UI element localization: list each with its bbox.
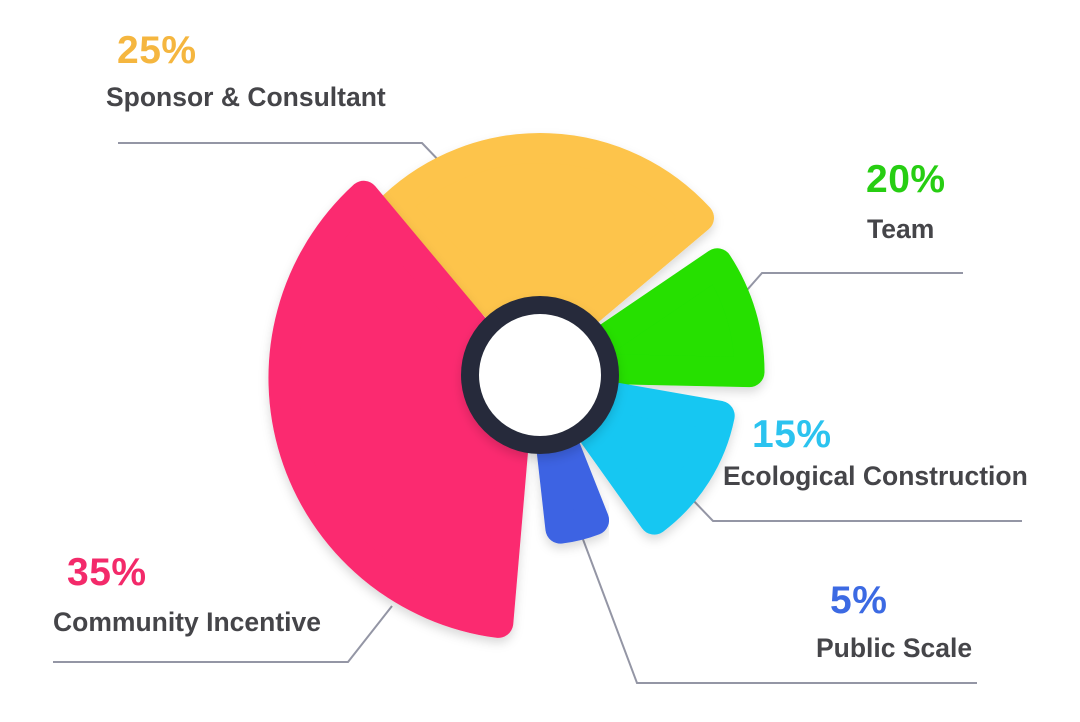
percent-label-sponsor-consultant: 25% <box>117 29 197 72</box>
slice-name-sponsor-consultant: Sponsor & Consultant <box>106 82 386 112</box>
slice-name-community-incentive: Community Incentive <box>53 607 321 637</box>
percent-label-ecological-construction: 15% <box>752 413 832 456</box>
percent-label-public-scale: 5% <box>830 579 888 622</box>
center-ring <box>461 296 619 454</box>
leader-line-team <box>739 272 963 299</box>
pie-slice-sponsor-consultant <box>378 133 714 366</box>
pie-slices-group <box>268 133 765 638</box>
percent-label-community-incentive: 35% <box>67 551 147 594</box>
slice-name-public-scale: Public Scale <box>816 633 973 663</box>
leader-line-ecological-construction <box>689 496 1022 522</box>
leader-line-community-incentive <box>53 605 393 663</box>
slice-name-ecological-construction: Ecological Construction <box>723 461 1028 491</box>
pie-slice-community-incentive <box>268 180 534 638</box>
leader-line-sponsor-consultant <box>118 142 447 169</box>
leader-line-public-scale <box>580 533 977 684</box>
slice-name-team: Team <box>867 214 935 244</box>
percent-label-team: 20% <box>866 158 946 201</box>
